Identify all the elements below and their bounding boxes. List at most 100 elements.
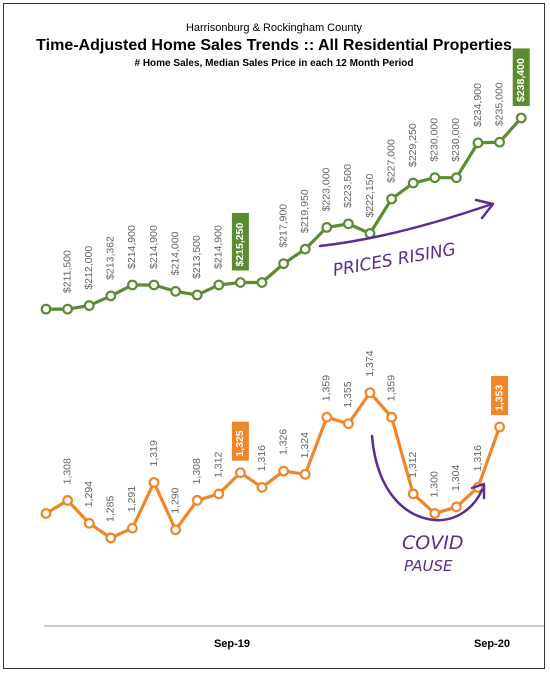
price-data-label: $235,000 xyxy=(493,82,505,126)
count-data-label: 1,326 xyxy=(277,429,289,455)
count-point xyxy=(213,488,225,500)
count-point xyxy=(256,481,268,493)
price-point xyxy=(515,112,527,124)
count-data-label: 1,325 xyxy=(234,430,246,456)
price-data-label: $238,400 xyxy=(515,58,527,102)
count-point xyxy=(126,522,138,534)
pause-arrow-line xyxy=(370,434,484,522)
count-point xyxy=(105,532,117,544)
count-data-label: 1,353 xyxy=(493,385,505,411)
annotation-covid: COVID xyxy=(402,532,463,554)
price-point xyxy=(170,285,182,297)
price-series: $211,500 $212,000 $213,362 $214,900 $214,900… xyxy=(40,48,530,315)
count-data-label: 1,359 xyxy=(385,375,397,401)
chart-title: Time-Adjusted Home Sales Trends :: All R… xyxy=(36,37,512,54)
chart-frame: Harrisonburg & Rockingham County Time-Ad… xyxy=(3,3,545,669)
count-data-label: 1,316 xyxy=(472,445,484,471)
count-data-label: 1,312 xyxy=(213,451,225,477)
count-point xyxy=(407,488,419,500)
price-point xyxy=(234,277,246,288)
rising-arrow-head xyxy=(474,198,495,220)
price-point xyxy=(429,172,441,184)
price-point xyxy=(386,193,398,205)
count-point xyxy=(62,495,73,506)
count-point xyxy=(191,495,203,506)
price-point xyxy=(321,222,333,233)
price-data-label: $223,000 xyxy=(321,167,333,211)
price-point xyxy=(126,279,138,291)
price-point xyxy=(191,289,203,301)
price-highlight-box xyxy=(231,212,249,271)
price-data-label: $223,500 xyxy=(342,164,354,208)
price-point xyxy=(40,303,52,315)
count-series: 1,308 1,294 1,285 1,291 1,319 1,290 1,308 1,312… xyxy=(40,350,509,544)
price-point xyxy=(83,300,95,311)
count-point xyxy=(429,508,441,519)
count-data-label: 1,312 xyxy=(407,451,419,477)
count-data-label: 1,359 xyxy=(321,375,333,401)
price-data-label: $214,000 xyxy=(169,231,181,275)
price-highlight-box xyxy=(512,48,530,106)
price-point xyxy=(451,172,462,184)
count-data-label: 1,308 xyxy=(61,458,73,484)
price-data-label: $217,900 xyxy=(277,204,289,248)
x-tick-label-sep-20: Sep-20 xyxy=(474,638,510,650)
price-point xyxy=(407,177,419,189)
price-data-label: $212,000 xyxy=(83,246,95,290)
price-point xyxy=(472,137,484,149)
price-data-label: $214,900 xyxy=(213,225,225,269)
annotation-prices-rising: PRICES RISING xyxy=(331,240,457,281)
count-data-label: 1,316 xyxy=(256,445,268,471)
count-point xyxy=(451,501,462,513)
count-data-label: 1,324 xyxy=(299,432,311,458)
price-point xyxy=(105,290,117,302)
chart-supertitle: Harrisonburg & Rockingham County xyxy=(185,22,363,34)
count-point xyxy=(494,421,506,433)
price-point xyxy=(62,303,73,315)
price-data-label: $214,900 xyxy=(148,225,160,269)
price-point xyxy=(148,279,160,291)
count-point xyxy=(170,524,182,536)
price-data-label: $230,000 xyxy=(450,118,462,162)
price-data-label: $227,000 xyxy=(385,139,397,183)
price-point xyxy=(299,243,311,255)
count-data-label: 1,304 xyxy=(450,465,462,491)
annotation-pause: PAUSE xyxy=(404,557,453,575)
count-data-label: 1,290 xyxy=(169,487,181,513)
count-point xyxy=(343,418,354,430)
price-data-label: $215,250 xyxy=(234,223,246,267)
count-point xyxy=(40,508,52,519)
price-point xyxy=(278,258,290,270)
price-point xyxy=(343,218,354,230)
count-data-label: 1,374 xyxy=(364,350,376,376)
price-data-label: $213,362 xyxy=(105,236,117,280)
count-data-label: 1,300 xyxy=(429,471,441,497)
count-highlight-box xyxy=(231,421,249,461)
count-point xyxy=(278,465,290,477)
count-point xyxy=(83,517,95,529)
price-data-label: $222,150 xyxy=(364,174,376,218)
count-point xyxy=(299,468,311,480)
x-tick-label-sep-19: Sep-19 xyxy=(214,638,250,650)
price-data-label: $234,900 xyxy=(472,83,484,127)
count-point xyxy=(321,411,333,423)
price-data-label: $211,500 xyxy=(61,250,73,293)
count-point xyxy=(386,411,398,423)
price-point xyxy=(494,136,506,148)
count-point xyxy=(234,467,246,479)
price-data-label: $230,000 xyxy=(429,118,441,162)
chart-subtitle: # Home Sales, Median Sales Price in each… xyxy=(134,58,414,69)
count-data-label: 1,291 xyxy=(126,486,138,512)
price-data-label: $229,250 xyxy=(407,123,419,167)
count-point xyxy=(148,477,160,488)
pause-arrow-head xyxy=(470,482,486,500)
count-data-label: 1,308 xyxy=(191,458,203,484)
price-data-label: $213,500 xyxy=(191,235,203,279)
price-data-label: $214,900 xyxy=(126,225,138,269)
count-point xyxy=(364,387,376,399)
rising-arrow-line xyxy=(318,202,494,248)
count-highlight-box xyxy=(491,376,509,415)
price-point xyxy=(213,279,225,291)
chart-plot: Sep-19 Sep-20 $211,500 $212,000 $213,362 $2… xyxy=(40,48,544,650)
count-data-label: 1,319 xyxy=(148,440,160,466)
